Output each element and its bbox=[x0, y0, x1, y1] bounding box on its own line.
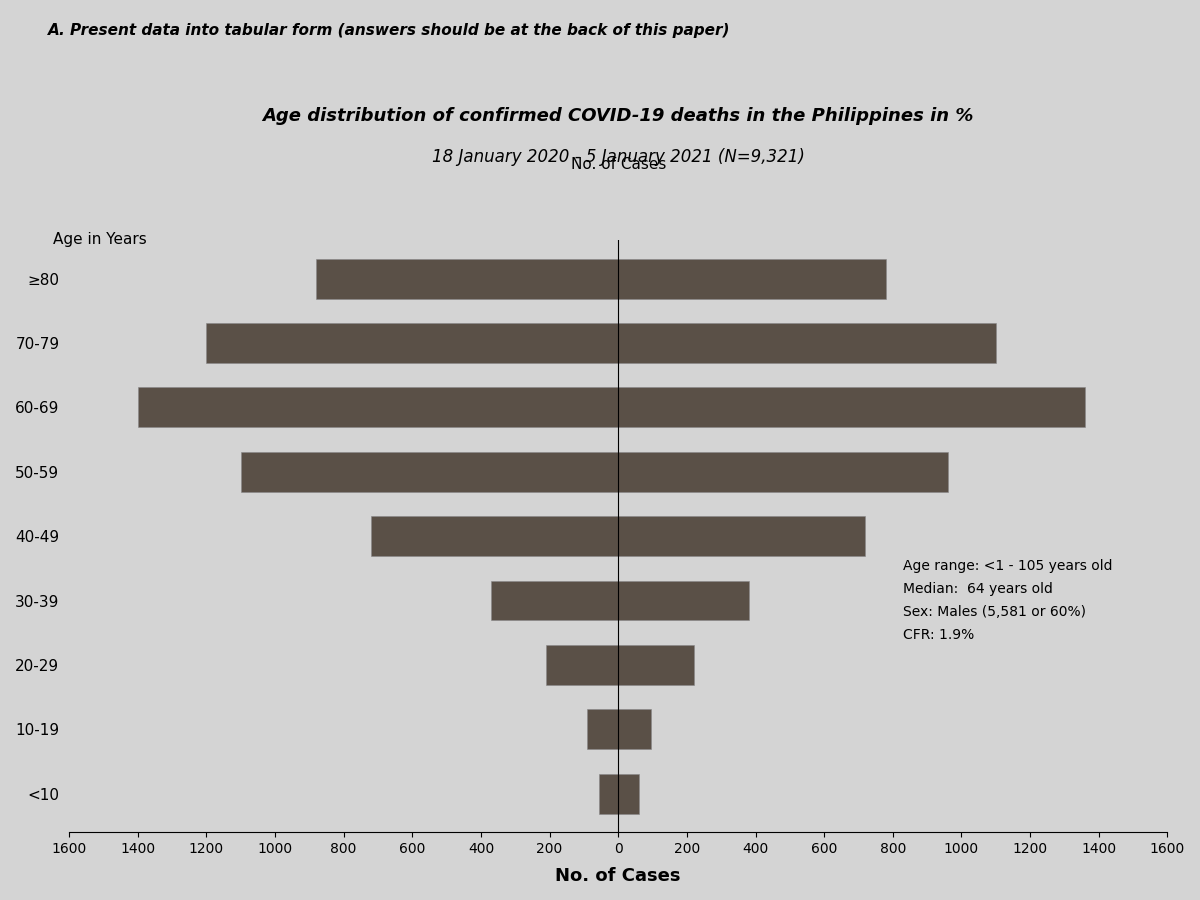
X-axis label: No. of Cases: No. of Cases bbox=[556, 867, 680, 885]
Bar bbox=[618, 580, 749, 620]
Bar bbox=[618, 774, 638, 814]
Bar bbox=[618, 388, 1085, 427]
Bar bbox=[599, 774, 618, 814]
Text: No. of Cases: No. of Cases bbox=[570, 158, 666, 172]
Text: Age range: <1 - 105 years old
Median:  64 years old
Sex: Males (5,581 or 60%)
CF: Age range: <1 - 105 years old Median: 64… bbox=[904, 559, 1112, 642]
Bar bbox=[371, 517, 618, 556]
Bar bbox=[587, 709, 618, 749]
Bar bbox=[491, 580, 618, 620]
Bar bbox=[618, 323, 996, 363]
Bar bbox=[546, 645, 618, 685]
Bar bbox=[618, 259, 886, 299]
Text: A. Present data into tabular form (answers should be at the back of this paper): A. Present data into tabular form (answe… bbox=[48, 22, 731, 38]
Bar bbox=[618, 709, 650, 749]
Bar bbox=[206, 323, 618, 363]
Bar bbox=[618, 645, 694, 685]
Text: Age in Years: Age in Years bbox=[53, 231, 146, 247]
Text: 18 January 2020 - 5 January 2021 (N=9,321): 18 January 2020 - 5 January 2021 (N=9,32… bbox=[432, 148, 805, 166]
Bar bbox=[618, 452, 948, 491]
Bar bbox=[138, 388, 618, 427]
Text: Age distribution of confirmed COVID-19 deaths in the Philippines in %: Age distribution of confirmed COVID-19 d… bbox=[263, 107, 974, 125]
Bar bbox=[241, 452, 618, 491]
Bar bbox=[618, 517, 865, 556]
Bar bbox=[317, 259, 618, 299]
